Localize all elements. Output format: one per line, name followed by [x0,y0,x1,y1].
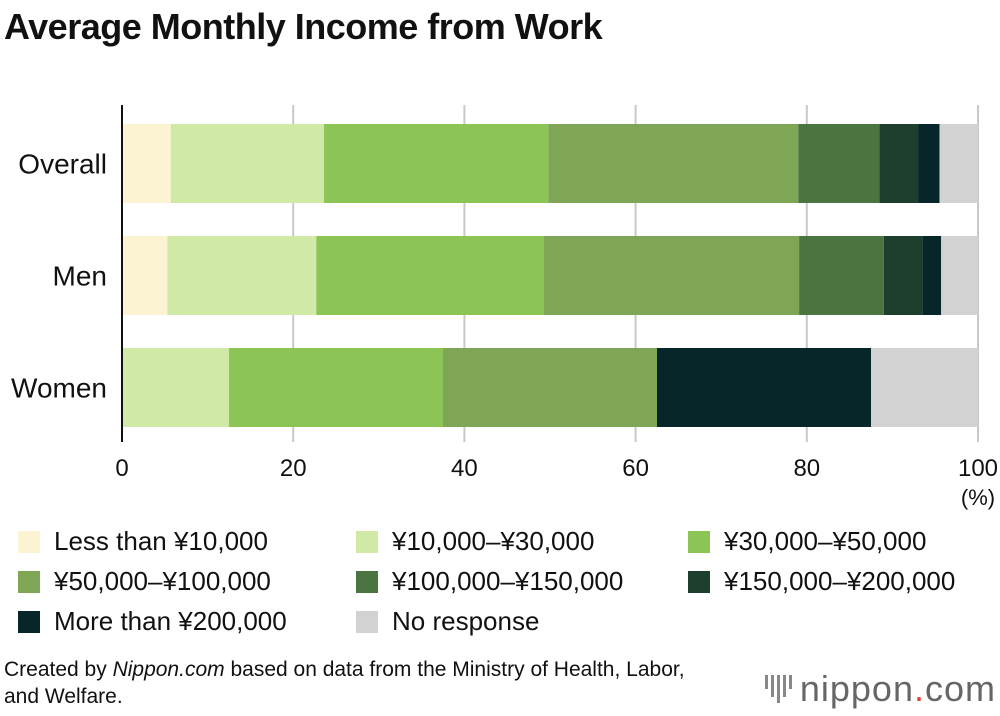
logo-name: nippon [799,668,914,709]
legend-item-3: ¥50,000–¥100,000 [18,566,271,597]
bar-overall-series-3 [548,124,799,203]
x-tick-label-40: 40 [451,455,478,482]
bar-overall-series-7 [939,124,978,203]
legend-label-4: ¥100,000–¥150,000 [392,566,624,596]
logo-mark-icon [764,675,792,703]
legend-item-4: ¥100,000–¥150,000 [356,566,623,597]
x-tick-label-0: 0 [115,455,128,482]
bar-overall-series-2 [324,124,549,203]
legend-label-6: More than ¥200,000 [54,606,287,636]
bar-men-series-7 [941,236,978,315]
legend-label-5: ¥150,000–¥200,000 [724,566,956,596]
legend-swatch-7 [356,610,378,633]
bar-women-series-3 [443,348,657,427]
category-label-men: Men [53,261,107,292]
bar-overall-series-1 [170,124,325,203]
logo-tld: com [924,668,996,709]
stacked-bar-chart: Overall Men Women 0 20 40 60 80 100 (%) [11,105,998,510]
x-tick-label-60: 60 [622,455,649,482]
bar-overall-series-6 [918,124,940,203]
bar-women-series-6 [657,348,871,427]
source-note: Created by Nippon.com based on data from… [4,656,704,710]
legend-label-7: No response [392,606,540,636]
bar-men-series-1 [167,236,317,315]
source-prefix: Created by [4,658,113,681]
legend-swatch-5 [688,570,710,593]
bar-overall-series-4 [798,124,880,203]
nippon-logo: nippon. com [764,668,996,710]
bar-men-series-2 [316,236,545,315]
bar-women-series-7 [871,348,978,427]
bar-men-series-0 [122,236,168,315]
legend-item-2: ¥30,000–¥50,000 [688,526,926,557]
legend-label-2: ¥30,000–¥50,000 [724,526,927,556]
bar-overall-series-5 [879,124,919,203]
legend-item-7: No response [356,606,539,637]
x-tick-label-80: 80 [793,455,820,482]
source-site: Nippon.com [112,658,225,681]
legend-swatch-3 [18,570,40,593]
legend-item-6: More than ¥200,000 [18,606,287,637]
legend-label-0: Less than ¥10,000 [54,526,268,556]
category-label-women: Women [11,373,107,404]
x-tick-label-20: 20 [280,455,307,482]
legend-item-5: ¥150,000–¥200,000 [688,566,955,597]
legend-swatch-6 [18,610,40,633]
legend-swatch-0 [18,530,40,553]
legend-label-1: ¥10,000–¥30,000 [392,526,595,556]
bar-men-series-6 [922,236,942,315]
bar-women-series-1 [122,348,229,427]
legend-item-0: Less than ¥10,000 [18,526,268,557]
legend-label-3: ¥50,000–¥100,000 [54,566,271,596]
chart-title: Average Monthly Income from Work [4,6,603,47]
legend-swatch-2 [688,530,710,553]
x-tick-label-100: 100 [958,455,998,482]
legend-swatch-4 [356,570,378,593]
bar-overall-series-0 [122,124,171,203]
source-suffix: based on data from the Ministry of Healt… [4,658,685,708]
logo-dot: . [913,668,925,709]
x-unit-label: (%) [961,485,995,510]
bar-men-series-3 [544,236,800,315]
legend-item-1: ¥10,000–¥30,000 [356,526,594,557]
category-label-overall: Overall [18,149,107,180]
bar-men-series-5 [883,236,923,315]
bar-men-series-4 [799,236,884,315]
bar-women-series-2 [229,348,443,427]
legend-swatch-1 [356,530,378,553]
